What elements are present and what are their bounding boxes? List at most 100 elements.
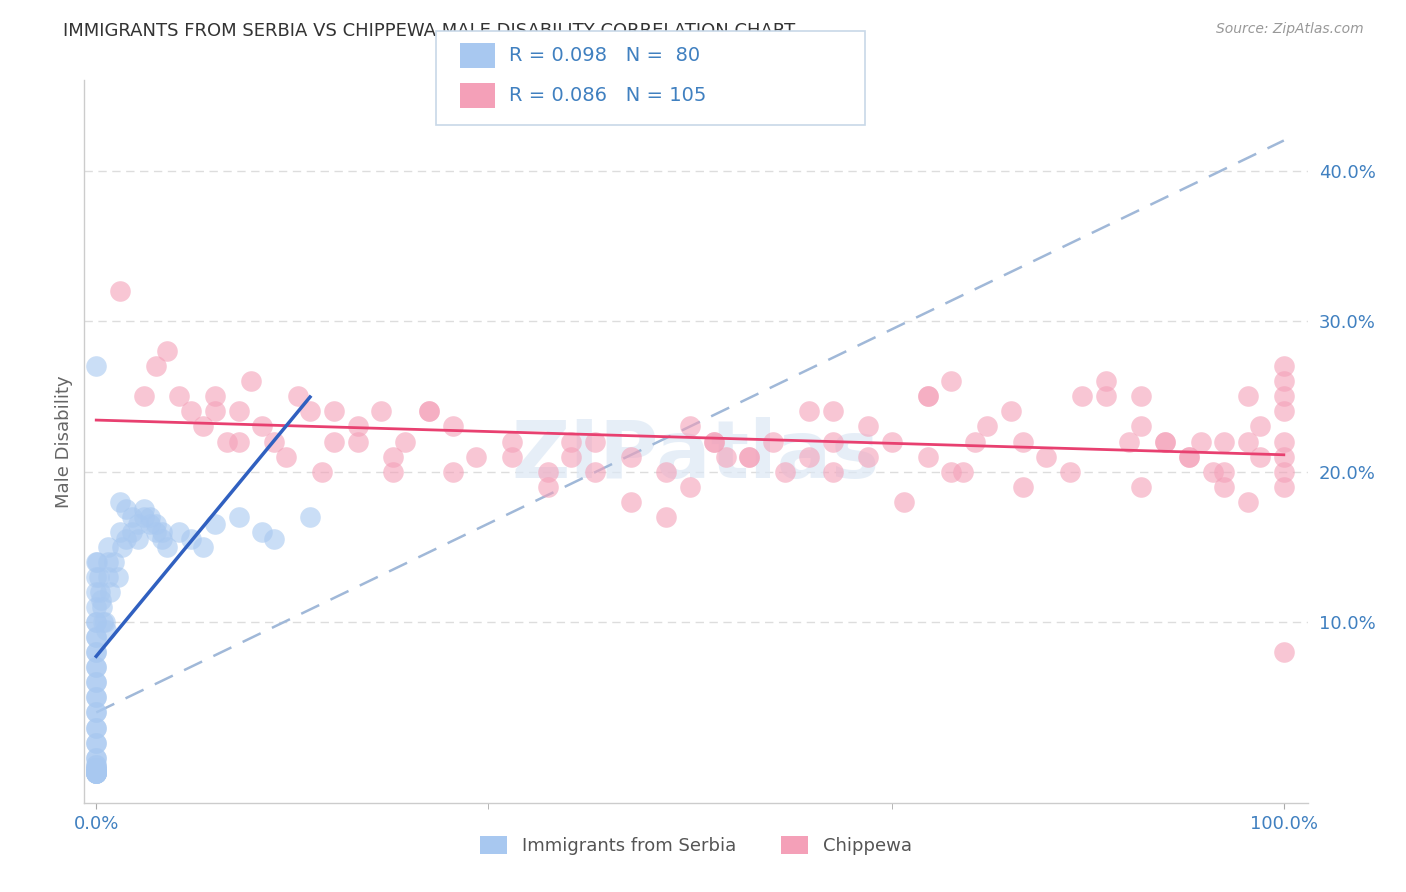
Point xyxy=(84,645,107,659)
Point xyxy=(952,465,974,479)
Point xyxy=(1272,434,1295,449)
Point xyxy=(108,524,131,539)
Point xyxy=(917,450,939,464)
Point xyxy=(84,359,107,374)
Point xyxy=(132,509,155,524)
Point xyxy=(382,450,405,464)
Point xyxy=(382,465,405,479)
Point xyxy=(108,494,131,508)
Point xyxy=(145,524,167,539)
Point xyxy=(797,450,820,464)
Point xyxy=(180,404,202,418)
Point xyxy=(84,660,107,674)
Point xyxy=(239,375,262,389)
Point xyxy=(1272,375,1295,389)
Point xyxy=(465,450,488,464)
Point xyxy=(107,570,129,584)
Point xyxy=(93,615,115,630)
Point xyxy=(86,555,108,569)
Point xyxy=(84,765,107,780)
Point xyxy=(1272,389,1295,403)
Point xyxy=(441,465,464,479)
Point xyxy=(97,570,120,584)
Point xyxy=(1130,389,1153,403)
Point xyxy=(84,615,107,630)
Point xyxy=(679,419,702,434)
Point xyxy=(97,555,120,569)
Point xyxy=(84,585,107,599)
Point xyxy=(941,375,963,389)
Point xyxy=(84,761,107,775)
Point xyxy=(1213,465,1236,479)
Point xyxy=(287,389,309,403)
Point xyxy=(228,509,250,524)
Point xyxy=(679,480,702,494)
Point xyxy=(138,509,160,524)
Point xyxy=(84,750,107,764)
Point xyxy=(84,750,107,764)
Point xyxy=(84,758,107,772)
Point xyxy=(703,434,725,449)
Point xyxy=(560,450,582,464)
Point xyxy=(115,533,138,547)
Point xyxy=(655,465,678,479)
Point xyxy=(94,623,117,637)
Point xyxy=(263,533,285,547)
Point xyxy=(346,434,368,449)
Point xyxy=(84,615,107,630)
Text: Source: ZipAtlas.com: Source: ZipAtlas.com xyxy=(1216,22,1364,37)
Point xyxy=(84,765,107,780)
Point xyxy=(738,450,761,464)
Point xyxy=(1272,480,1295,494)
Point xyxy=(93,615,115,630)
Point xyxy=(941,465,963,479)
Point xyxy=(1178,450,1201,464)
Point xyxy=(703,434,725,449)
Point xyxy=(100,585,122,599)
Point xyxy=(180,533,202,547)
Point xyxy=(84,570,107,584)
Legend: Immigrants from Serbia, Chippewa: Immigrants from Serbia, Chippewa xyxy=(472,829,920,863)
Point xyxy=(84,758,107,772)
Point xyxy=(191,540,214,554)
Point xyxy=(821,404,844,418)
Point xyxy=(215,434,238,449)
Point xyxy=(1118,434,1140,449)
Point xyxy=(84,600,107,615)
Point xyxy=(204,389,226,403)
Point xyxy=(156,344,179,359)
Point xyxy=(90,592,112,607)
Point xyxy=(1272,450,1295,464)
Point xyxy=(1011,480,1033,494)
Point xyxy=(84,630,107,644)
Point xyxy=(276,450,298,464)
Point xyxy=(84,735,107,749)
Point xyxy=(84,690,107,705)
Point xyxy=(418,404,440,418)
Point xyxy=(560,434,582,449)
Point xyxy=(84,764,107,779)
Point xyxy=(228,404,250,418)
Point xyxy=(1059,465,1081,479)
Point xyxy=(976,419,998,434)
Point xyxy=(311,465,333,479)
Point xyxy=(298,509,321,524)
Point xyxy=(893,494,915,508)
Point xyxy=(150,524,173,539)
Point xyxy=(84,721,107,735)
Point xyxy=(655,509,678,524)
Point xyxy=(1272,359,1295,374)
Point xyxy=(84,735,107,749)
Point xyxy=(150,533,173,547)
Point xyxy=(1237,434,1260,449)
Point xyxy=(84,765,107,780)
Point xyxy=(252,419,274,434)
Point xyxy=(536,480,558,494)
Point xyxy=(880,434,903,449)
Point xyxy=(917,389,939,403)
Point xyxy=(370,404,392,418)
Point xyxy=(84,555,107,569)
Point xyxy=(108,284,131,298)
Point xyxy=(1237,494,1260,508)
Point xyxy=(84,690,107,705)
